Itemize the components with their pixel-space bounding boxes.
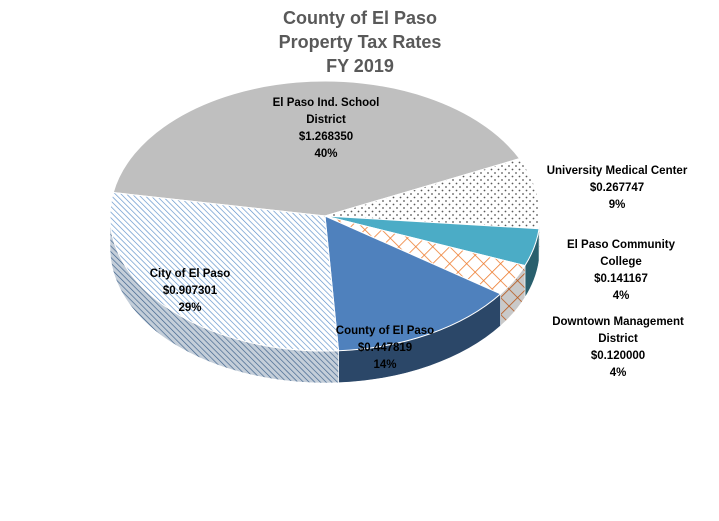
- chart-title-line-3: FY 2019: [326, 56, 394, 76]
- data-label-percent: 40%: [314, 148, 337, 160]
- pie-slice-county-of-el-paso: [324, 215, 502, 352]
- data-label-county-of-el-paso: County of El Paso $0.447819 14%: [336, 325, 434, 371]
- data-label-percent: 4%: [613, 290, 630, 302]
- data-label-el-paso-community-college: El Paso Community College $0.141167 4%: [567, 239, 676, 302]
- data-label-value: $1.268350: [299, 131, 353, 143]
- data-label-value: $0.120000: [591, 350, 645, 362]
- pie-labels: El Paso Ind. School District $1.268350 40% U…: [150, 97, 688, 379]
- pie-slice-university-medical-center: [324, 158, 541, 230]
- data-label-name: Downtown Management: [552, 316, 684, 328]
- data-label-name: District: [598, 333, 638, 345]
- data-label-name: District: [306, 114, 346, 126]
- chart-title: County of El Paso Property Tax Rates FY …: [279, 8, 442, 76]
- data-label-el-paso-ind-school-district: El Paso Ind. School District $1.268350 40%: [273, 97, 380, 160]
- data-label-university-medical-center: University Medical Center $0.267747 9%: [547, 165, 688, 211]
- data-label-downtown-management-district: Downtown Management District $0.120000 4%: [552, 316, 684, 379]
- data-label-percent: 29%: [178, 302, 201, 314]
- data-label-percent: 9%: [609, 199, 626, 211]
- data-label-name: El Paso Ind. School: [273, 97, 380, 109]
- chart-title-line-1: County of El Paso: [283, 8, 437, 28]
- chart-title-line-2: Property Tax Rates: [279, 32, 442, 52]
- data-label-name: University Medical Center: [547, 165, 688, 177]
- data-label-city-of-el-paso: City of El Paso $0.907301 29%: [150, 268, 231, 314]
- pie-tops: [109, 80, 541, 352]
- data-label-name: City of El Paso: [150, 268, 231, 280]
- pie-slice-el-paso-ind-school-district: [112, 80, 521, 217]
- data-label-value: $0.267747: [590, 182, 644, 194]
- data-label-name: College: [600, 256, 642, 268]
- data-label-percent: 4%: [610, 367, 627, 379]
- data-label-percent: 14%: [373, 359, 396, 371]
- data-label-name: El Paso Community: [567, 239, 676, 251]
- pie-slice-city-of-el-paso: [109, 192, 340, 352]
- data-label-value: $0.907301: [163, 285, 218, 297]
- data-label-value: $0.141167: [594, 273, 648, 285]
- data-label-value: $0.447819: [358, 342, 412, 354]
- data-label-name: County of El Paso: [336, 325, 434, 337]
